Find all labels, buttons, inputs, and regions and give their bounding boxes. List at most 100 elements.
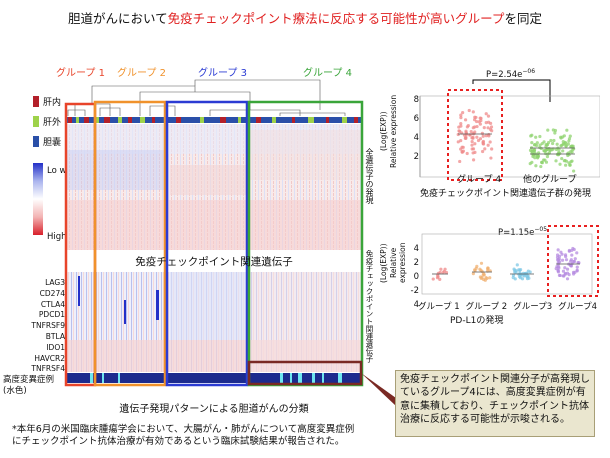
scatter-point — [473, 130, 477, 134]
scatter-point — [439, 267, 443, 271]
checkpoint-gene-heatmap — [66, 272, 362, 372]
scatter-point — [484, 112, 488, 116]
scatter-point — [524, 271, 528, 275]
scatter-point — [488, 276, 492, 280]
scatter-point — [471, 158, 476, 162]
scatter-point — [531, 153, 536, 157]
scatter-point — [535, 141, 539, 145]
scatter-point — [487, 120, 491, 124]
scatter-point — [478, 137, 483, 141]
scatter-point — [469, 129, 473, 134]
group-3-box — [165, 100, 249, 387]
plot2-pvalue: P=1.15e−05 — [498, 226, 548, 238]
scatter-point — [569, 259, 573, 263]
scatter-point — [486, 114, 491, 118]
scatter-point — [532, 143, 537, 147]
scatter-point — [471, 110, 475, 114]
scatter-point — [461, 149, 466, 153]
scatter-point — [470, 143, 474, 147]
scatter-point — [525, 277, 530, 281]
scatter-point — [539, 164, 543, 169]
scatter-point — [552, 138, 556, 143]
dendrogram — [67, 79, 346, 116]
scatter-point — [563, 266, 567, 270]
scatter-point — [569, 264, 573, 268]
scatter-point — [566, 153, 570, 158]
scatter-point — [551, 141, 555, 146]
scatter-point — [571, 147, 575, 152]
scatter-point — [559, 144, 563, 148]
scatter-point — [471, 151, 475, 155]
gene-labels: LAG3 CD274 CTLA4 PDCD1 TNFRSF9 BTLA IDO1… — [15, 278, 65, 375]
plot2-group4-highlight-box — [547, 225, 599, 297]
scatter-point — [572, 259, 577, 264]
group-4-label: グループ 4 — [303, 68, 352, 79]
scatter-point — [564, 163, 568, 167]
plot2-categories: グループ 1 グループ 2 グループ3 グループ4 — [418, 302, 598, 312]
scatter-point — [570, 253, 574, 257]
scatter-point — [478, 267, 482, 271]
scatter-point — [481, 134, 485, 138]
scatter-point — [535, 155, 540, 159]
scatter-point — [490, 147, 494, 151]
scatter-point — [478, 122, 482, 126]
conclusion-callout: 免疫チェックポイント関連分子が高発現しているグループ4には、高度変異症例が有意に… — [395, 370, 595, 437]
scatter-point — [564, 144, 568, 148]
scatter-point — [560, 156, 564, 161]
footnote: *本年6月の米国臨床腫瘍学会において、大腸がん・肺がんについて高度変異症例 にチ… — [12, 424, 355, 447]
callout-pointer — [361, 373, 396, 406]
scatter-point — [561, 149, 565, 153]
plot1-scatter — [419, 79, 600, 181]
expression-heatmap — [66, 124, 362, 250]
scatter-point — [570, 150, 574, 154]
scatter-point — [561, 269, 566, 273]
scatter-point — [515, 263, 519, 267]
scatter-point — [479, 261, 484, 265]
scatter-point — [567, 249, 571, 253]
scatter-point — [438, 270, 442, 275]
scatter-point — [459, 116, 463, 120]
scatter-point — [474, 115, 478, 120]
scatter-point — [544, 142, 548, 147]
scatter-point — [477, 120, 481, 124]
scatter-point — [480, 131, 484, 135]
figure-title: 胆道がんにおいて免疫チェックポイント療法に反応する可能性が高いグループを同定 — [0, 8, 610, 27]
scatter-point — [459, 124, 463, 128]
scatter-point — [564, 254, 568, 259]
scatter-point — [556, 268, 560, 272]
scatter-point — [486, 143, 490, 147]
scatter-point — [560, 258, 565, 262]
color-scale-high: High — [47, 232, 67, 242]
scatter-point — [575, 265, 579, 269]
scatter-point — [461, 145, 465, 149]
gene-label: HAVCR2 — [34, 353, 65, 363]
scatter-point — [556, 258, 560, 262]
legend-extrahepatic: 肝外 — [33, 115, 61, 128]
scatter-point — [461, 111, 465, 115]
scatter-point — [546, 128, 550, 132]
plot1-pvalue: P=2.54e−06 — [486, 68, 536, 80]
scatter-point — [484, 276, 488, 280]
scatter-point — [565, 128, 569, 132]
legend-intrahepatic: 肝内 — [33, 95, 61, 108]
scatter-point — [529, 134, 533, 138]
scatter-point — [558, 162, 562, 166]
scatter-point — [459, 139, 463, 143]
scatter-point — [483, 147, 487, 151]
scatter-point — [555, 142, 559, 146]
scatter-point — [556, 248, 560, 252]
scatter-point — [551, 128, 555, 132]
scatter-point — [481, 273, 485, 277]
mutation-bar — [66, 373, 362, 383]
scatter-point — [526, 269, 530, 273]
title-prefix: 胆道がんにおいて — [68, 11, 168, 26]
scatter-point — [559, 136, 563, 140]
scatter-point — [481, 149, 485, 154]
scatter-point — [533, 156, 537, 160]
scatter-point — [555, 253, 560, 257]
location-annotation-bar — [66, 117, 362, 123]
scatter-point — [482, 126, 486, 130]
scatter-point — [564, 159, 569, 163]
scatter-point — [565, 267, 570, 271]
scatter-point — [458, 159, 462, 164]
